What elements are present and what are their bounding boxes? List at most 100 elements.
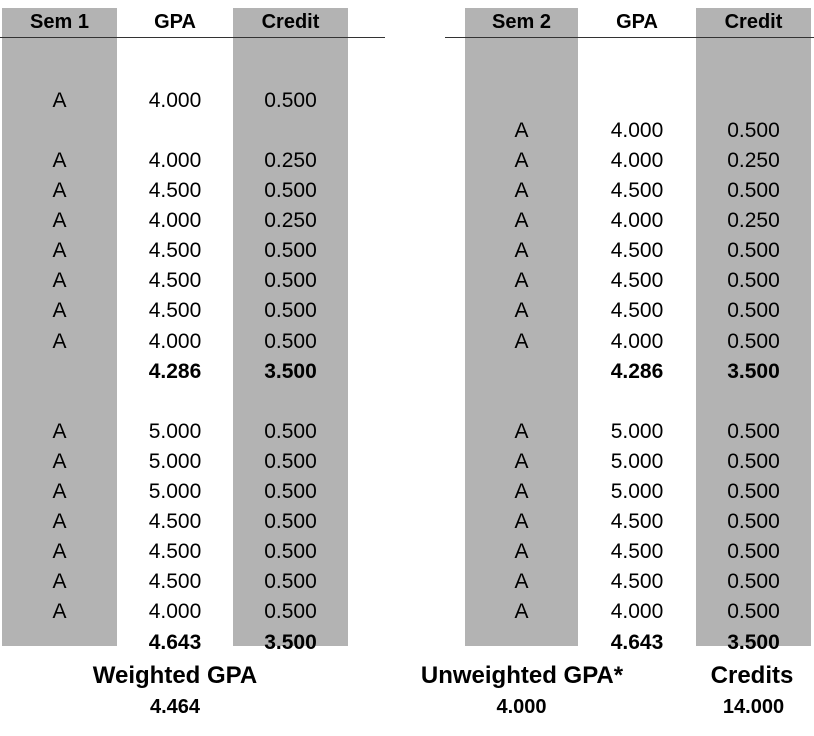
- sem2-gpa-header: GPA: [616, 11, 658, 33]
- grade-cell: A: [52, 419, 67, 443]
- gpa-cell: 4.000: [148, 88, 202, 112]
- grade-cell: A: [514, 239, 529, 263]
- credit-cell: 0.500: [264, 329, 317, 353]
- credit-cell: 0.500: [727, 570, 780, 594]
- table-row: A 4.000 0.250: [0, 206, 814, 236]
- credit-cell: 0.500: [264, 419, 317, 443]
- table-row: A 4.000 0.500: [0, 86, 814, 116]
- grade-cell: A: [514, 510, 529, 534]
- grade-cell: A: [514, 600, 529, 624]
- credit-cell: 0.500: [264, 88, 317, 112]
- sem1-grade-column-band: [2, 8, 117, 646]
- unweighted-gpa-label: Unweighted GPA*: [420, 662, 624, 689]
- table-row: A 4.000 0.500: [0, 597, 814, 627]
- table-row: A 4.000 0.500: [0, 116, 814, 146]
- subtotal-row: 4.643 3.500: [0, 628, 814, 658]
- grade-cell: A: [52, 179, 67, 202]
- credit-cell: 0.500: [264, 600, 317, 624]
- credit-cell: 0.250: [727, 148, 780, 172]
- grade-cell: A: [52, 480, 67, 503]
- grade-cell: A: [514, 419, 529, 443]
- credit-cell: 0.500: [264, 299, 317, 323]
- gpa-cell: 5.000: [148, 449, 202, 473]
- grade-cell: A: [514, 148, 529, 172]
- gpa-cell: 4.000: [148, 148, 202, 172]
- sem1-credit-header: Credit: [261, 11, 320, 33]
- credit-cell: 0.500: [727, 118, 780, 142]
- subtotal-row: 4.286 3.500: [0, 357, 814, 387]
- gpa-cell: 5.000: [148, 419, 202, 443]
- weighted-gpa-value: 4.464: [149, 696, 201, 718]
- gpa-cell: 4.500: [610, 239, 664, 263]
- grade-cell: A: [52, 570, 67, 594]
- table-row: A 5.000 0.500: [0, 417, 814, 447]
- credit-cell: 0.500: [727, 510, 780, 534]
- table-row: A 4.500 0.500: [0, 176, 814, 206]
- table-row: A 4.500 0.500: [0, 537, 814, 567]
- unweighted-gpa-value: 4.000: [496, 696, 547, 718]
- credits-value: 14.000: [722, 696, 785, 718]
- grade-cell: A: [514, 480, 529, 503]
- credit-cell: 0.500: [727, 600, 780, 624]
- credit-cell: 3.500: [727, 630, 780, 654]
- table-row: A 4.500 0.500: [0, 176, 814, 206]
- grade-cell: A: [514, 570, 529, 594]
- credit-cell: 0.250: [264, 148, 317, 172]
- subtotal-row: 4.286 3.500: [0, 357, 814, 387]
- credit-cell: 0.500: [727, 269, 780, 293]
- credit-cell: 0.500: [727, 480, 780, 503]
- credit-cell: 0.500: [264, 570, 317, 594]
- credit-cell: 0.500: [727, 449, 780, 473]
- credit-cell: 0.500: [727, 540, 780, 564]
- sem2-header: Sem 2: [492, 11, 551, 33]
- gpa-cell: 4.500: [148, 179, 202, 202]
- gpa-cell: 4.500: [610, 510, 664, 534]
- gpa-cell: 4.500: [610, 299, 664, 323]
- gpa-cell: 4.000: [610, 600, 664, 624]
- gpa-cell: 4.643: [610, 630, 664, 654]
- table-row: A 4.000 0.250: [0, 206, 814, 236]
- header-divider-right: [445, 37, 814, 38]
- grade-cell: A: [514, 179, 529, 202]
- grade-cell: A: [52, 329, 67, 353]
- credit-cell: 0.500: [264, 179, 317, 202]
- credit-cell: 0.500: [727, 329, 780, 353]
- credit-cell: 0.500: [727, 299, 780, 323]
- credit-cell: 3.500: [264, 359, 317, 383]
- credit-cell: 0.500: [727, 179, 780, 202]
- credit-cell: 0.500: [264, 510, 317, 534]
- table-row: A 4.000 0.500: [0, 327, 814, 357]
- grade-cell: A: [52, 540, 67, 564]
- gpa-cell: 4.500: [148, 269, 202, 293]
- grade-cell: A: [514, 540, 529, 564]
- grade-cell: A: [52, 88, 67, 112]
- grade-cell: A: [514, 269, 529, 293]
- gpa-cell: 4.286: [610, 359, 664, 383]
- credit-cell: 0.250: [264, 209, 317, 233]
- grade-cell: A: [52, 510, 67, 534]
- gpa-cell: 4.500: [148, 510, 202, 534]
- credit-cell: 0.500: [264, 480, 317, 503]
- credit-cell: 0.500: [727, 239, 780, 263]
- gpa-cell: 5.000: [610, 449, 664, 473]
- credit-cell: 0.250: [727, 209, 780, 233]
- gpa-cell: 4.000: [148, 209, 202, 233]
- gpa-cell: 5.000: [148, 480, 202, 503]
- gpa-cell: 4.643: [148, 630, 202, 654]
- grade-cell: A: [514, 449, 529, 473]
- gpa-cell: 4.500: [610, 269, 664, 293]
- credit-cell: 0.500: [264, 269, 317, 293]
- grade-cell: A: [514, 299, 529, 323]
- credit-cell: 3.500: [264, 630, 317, 654]
- table-row: A 4.500 0.500: [0, 507, 814, 537]
- gpa-cell: 4.500: [610, 540, 664, 564]
- grade-cell: A: [52, 209, 67, 233]
- grade-cell: A: [52, 600, 67, 624]
- gpa-cell: 5.000: [610, 419, 664, 443]
- table-row: A 5.000 0.500: [0, 477, 814, 507]
- gpa-cell: 4.000: [610, 209, 664, 233]
- gpa-cell: 4.500: [610, 570, 664, 594]
- gpa-cell: 4.500: [610, 179, 664, 202]
- grade-cell: A: [514, 118, 529, 142]
- table-row: A 4.500 0.500: [0, 567, 814, 597]
